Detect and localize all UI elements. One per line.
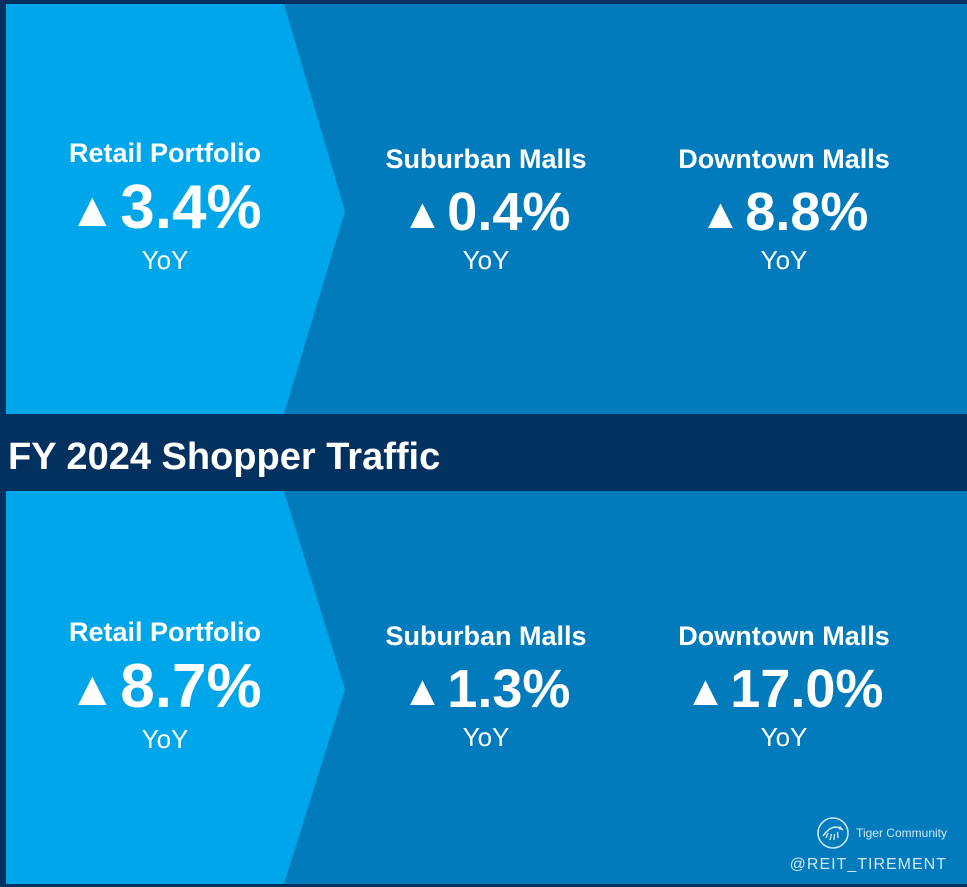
up-arrow-icon: ▲ bbox=[401, 190, 444, 237]
top-metrics-panel: Retail Portfolio ▲3.4% YoY Suburban Mall… bbox=[6, 4, 967, 414]
up-arrow-icon: ▲ bbox=[68, 183, 117, 237]
metric-downtown-malls: Downtown Malls ▲8.8% YoY bbox=[634, 144, 934, 275]
metric-period: YoY bbox=[141, 724, 189, 754]
metric-label: Retail Portfolio bbox=[68, 138, 261, 168]
metric-retail-portfolio: Retail Portfolio ▲3.4% YoY bbox=[15, 138, 315, 275]
page-title: FY 2024 Shopper Traffic bbox=[8, 436, 441, 478]
metric-period: YoY bbox=[760, 722, 808, 752]
bottom-metrics-panel: Retail Portfolio ▲8.7% YoY Suburban Mall… bbox=[6, 491, 967, 884]
metric-period: YoY bbox=[760, 245, 808, 275]
title-banner: FY 2024 Shopper Traffic bbox=[6, 414, 967, 491]
metric-label: Suburban Malls bbox=[385, 144, 587, 174]
metric-period: YoY bbox=[462, 722, 510, 752]
metric-value: ▲3.4% bbox=[68, 173, 262, 242]
up-arrow-icon: ▲ bbox=[684, 667, 727, 714]
metric-label: Downtown Malls bbox=[678, 621, 890, 651]
watermark-brand: Tiger Community bbox=[856, 826, 947, 840]
up-arrow-icon: ▲ bbox=[699, 190, 742, 237]
metric-value: ▲17.0% bbox=[684, 659, 884, 719]
metric-period: YoY bbox=[462, 245, 510, 275]
watermark: Tiger Community @REIT_TIREMENT bbox=[790, 816, 947, 874]
metric-label: Downtown Malls bbox=[678, 144, 890, 174]
accent-chevron bbox=[6, 4, 345, 414]
metric-value: ▲0.4% bbox=[401, 182, 571, 242]
up-arrow-icon: ▲ bbox=[68, 662, 117, 716]
metric-retail-portfolio: Retail Portfolio ▲8.7% YoY bbox=[15, 617, 315, 754]
metric-value: ▲1.3% bbox=[401, 659, 571, 719]
metric-label: Retail Portfolio bbox=[68, 617, 261, 647]
watermark-handle: @REIT_TIREMENT bbox=[789, 856, 947, 873]
metric-period: YoY bbox=[141, 245, 189, 275]
top-border bbox=[0, 0, 967, 4]
metric-suburban-malls: Suburban Malls ▲0.4% YoY bbox=[336, 144, 636, 275]
tiger-community-logo-icon bbox=[817, 817, 849, 849]
metric-suburban-malls: Suburban Malls ▲1.3% YoY bbox=[336, 621, 636, 752]
metric-label: Suburban Malls bbox=[385, 621, 587, 651]
metric-value: ▲8.8% bbox=[699, 182, 869, 242]
metric-value: ▲8.7% bbox=[68, 652, 262, 721]
up-arrow-icon: ▲ bbox=[401, 667, 444, 714]
metric-downtown-malls: Downtown Malls ▲17.0% YoY bbox=[634, 621, 934, 752]
accent-chevron bbox=[6, 491, 345, 884]
